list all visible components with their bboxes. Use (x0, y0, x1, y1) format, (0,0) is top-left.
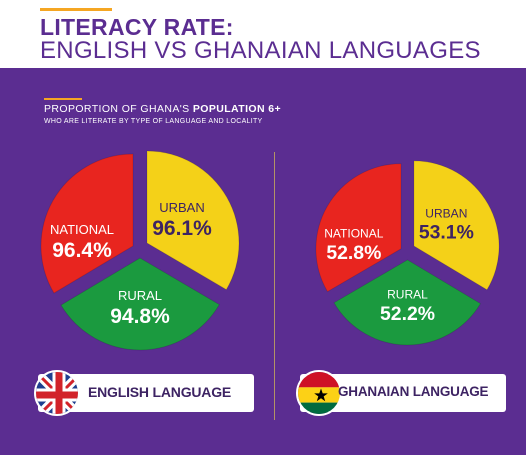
ghanaian-language-label: GHANAIAN LANGUAGE (338, 384, 489, 399)
english-national-value: 96.4% (52, 239, 112, 262)
ghanaian-national-slice (315, 163, 402, 293)
ghanaian-rural-label: RURAL (387, 288, 428, 302)
ghanaian-urban-slice (413, 160, 500, 291)
english-urban-value: 96.1% (152, 217, 212, 240)
subtitle-line-1: PROPORTION OF GHANA'S POPULATION 6+ (44, 103, 281, 115)
english-urban-slice (146, 150, 240, 291)
english-pie-chart: URBAN 96.1% RURAL 94.8% NATIONAL 96.4% (40, 150, 240, 351)
subtitle-line-2: WHO ARE LITERATE BY TYPE OF LANGUAGE AND… (44, 118, 263, 125)
english-national-label: NATIONAL (50, 222, 114, 237)
uk-flag-icon (34, 370, 80, 416)
ghanaian-rural-slice (333, 259, 482, 346)
header-accent-bar (40, 8, 112, 11)
ghanaian-national-label: NATIONAL (324, 227, 384, 241)
english-language-badge: ENGLISH LANGUAGE (34, 370, 254, 416)
ghanaian-urban-label: URBAN (425, 206, 467, 220)
subtitle-accent-bar (44, 98, 82, 100)
subtitle-prefix: PROPORTION OF GHANA'S (44, 103, 190, 115)
ghanaian-national-value: 52.8% (326, 242, 381, 264)
ghana-flag-icon (296, 370, 342, 416)
english-urban-label: URBAN (159, 200, 205, 215)
english-rural-slice (60, 257, 221, 351)
subtitle-bold: POPULATION 6+ (192, 103, 282, 115)
english-language-label: ENGLISH LANGUAGE (88, 384, 232, 400)
ghanaian-rural-value: 52.2% (380, 303, 435, 325)
english-national-slice (40, 153, 134, 294)
ghanaian-urban-value: 53.1% (419, 222, 474, 244)
title-line-2: ENGLISH VS GHANAIAN LANGUAGES (40, 37, 481, 64)
title-line-1: LITERACY RATE: (40, 14, 234, 40)
header: LITERACY RATE: ENGLISH VS GHANAIAN LANGU… (0, 0, 526, 68)
english-rural-value: 94.8% (110, 305, 170, 328)
english-rural-label: RURAL (118, 288, 162, 303)
ghanaian-language-badge: GHANAIAN LANGUAGE (296, 370, 506, 416)
chart-divider (274, 152, 275, 420)
